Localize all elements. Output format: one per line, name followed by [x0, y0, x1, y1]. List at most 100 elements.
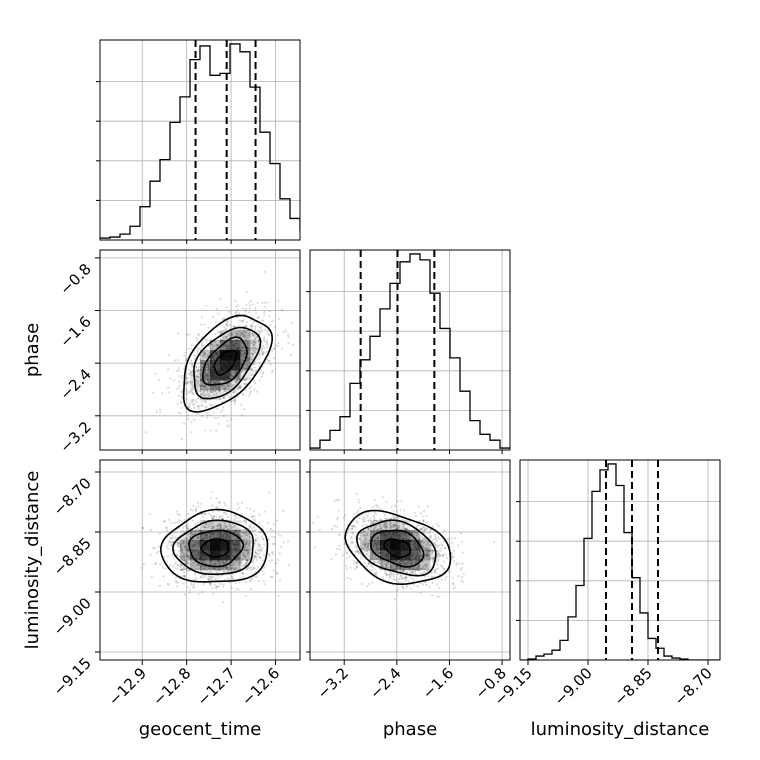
scatter-point: [189, 372, 192, 375]
scatter-point: [212, 385, 215, 388]
scatter-point: [205, 374, 208, 377]
scatter-point: [422, 572, 425, 575]
scatter-point: [460, 580, 463, 583]
scatter-point: [182, 559, 185, 562]
scatter-point: [274, 344, 277, 347]
scatter-point: [436, 544, 439, 547]
scatter-point: [204, 356, 207, 359]
scatter-point: [200, 359, 203, 362]
density-cell: [230, 370, 241, 381]
scatter-point: [198, 536, 201, 539]
scatter-point: [202, 385, 205, 388]
scatter-point: [251, 529, 255, 533]
scatter-point: [241, 320, 244, 323]
scatter-point: [180, 575, 183, 578]
scatter-point: [248, 307, 251, 310]
scatter-point: [452, 587, 455, 590]
scatter-point: [374, 519, 377, 523]
scatter-point: [378, 552, 381, 555]
scatter-point: [403, 523, 406, 526]
scatter-point: [186, 548, 189, 551]
scatter-point: [192, 533, 195, 536]
scatter-point: [379, 528, 382, 531]
scatter-point: [419, 581, 422, 585]
scatter-point: [245, 359, 248, 362]
scatter-point: [244, 520, 247, 523]
scatter-point: [246, 550, 250, 554]
scatter-point: [195, 337, 198, 340]
scatter-point: [182, 556, 185, 559]
scatter-point: [353, 513, 356, 516]
scatter-point: [355, 561, 358, 564]
scatter-point: [212, 527, 215, 530]
scatter-point: [244, 330, 247, 333]
density-cell: [390, 530, 401, 541]
scatter-point: [248, 333, 251, 336]
scatter-point: [253, 575, 256, 578]
scatter-point: [272, 553, 275, 556]
scatter-point: [401, 560, 404, 563]
scatter-point: [256, 301, 259, 304]
scatter-point: [345, 565, 348, 568]
scatter-point: [190, 564, 194, 567]
scatter-point: [213, 385, 216, 388]
scatter-point: [366, 546, 369, 549]
scatter-point: [192, 354, 195, 357]
scatter-point: [165, 545, 168, 548]
scatter-point: [211, 575, 214, 578]
scatter-point: [211, 504, 214, 507]
scatter-point: [231, 380, 234, 383]
scatter-point: [234, 372, 237, 375]
scatter-point: [381, 561, 384, 564]
scatter-point: [242, 319, 245, 322]
scatter-point: [179, 569, 182, 572]
scatter-point: [159, 408, 162, 411]
scatter-point: [373, 498, 376, 501]
scatter-point: [383, 523, 386, 526]
scatter-point: [170, 544, 173, 547]
scatter-point: [149, 553, 152, 556]
scatter-point: [226, 335, 229, 338]
scatter-point: [237, 588, 240, 591]
scatter-point: [250, 515, 254, 518]
scatter-point: [191, 363, 194, 366]
scatter-point: [191, 519, 194, 522]
scatter-point: [171, 536, 174, 540]
scatter-point: [362, 534, 365, 537]
scatter-point: [373, 519, 376, 522]
scatter-point: [431, 560, 434, 563]
scatter-point: [207, 577, 210, 580]
scatter-point: [446, 557, 449, 560]
scatter-point: [175, 510, 178, 513]
scatter-point: [210, 570, 213, 573]
scatter-point: [375, 550, 378, 553]
density-cell: [230, 560, 241, 571]
scatter-point: [167, 583, 170, 586]
scatter-point: [260, 536, 263, 539]
scatter-point: [352, 524, 355, 528]
scatter-point: [365, 532, 369, 535]
scatter-point: [318, 529, 321, 532]
scatter-point: [434, 544, 437, 547]
scatter-point: [206, 378, 210, 381]
scatter-point: [248, 387, 251, 390]
scatter-point: [224, 335, 227, 338]
scatter-point: [179, 546, 182, 549]
scatter-point: [246, 534, 249, 537]
scatter-point: [247, 361, 250, 364]
scatter-point: [185, 333, 189, 336]
scatter-point: [255, 312, 258, 315]
scatter-point: [397, 580, 400, 583]
scatter-point: [169, 564, 173, 567]
scatter-point: [177, 366, 180, 370]
scatter-point: [376, 550, 379, 553]
scatter-point: [258, 329, 261, 332]
scatter-point: [246, 377, 249, 380]
scatter-point: [208, 381, 211, 384]
scatter-point: [234, 371, 237, 374]
scatter-point: [239, 376, 242, 380]
scatter-point: [200, 502, 203, 505]
scatter-point: [161, 566, 164, 569]
scatter-point: [258, 530, 261, 534]
scatter-point: [422, 568, 425, 571]
